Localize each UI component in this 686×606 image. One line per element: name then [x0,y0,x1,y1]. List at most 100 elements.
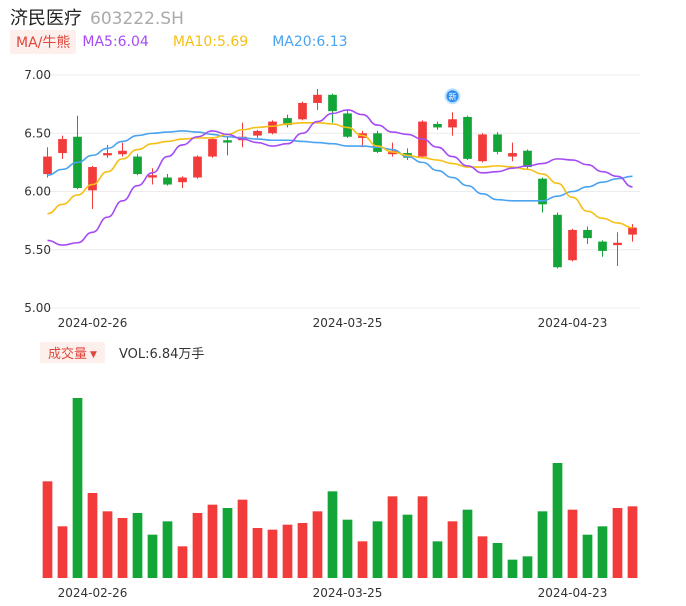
candle-body [448,119,457,128]
candle-body [223,140,232,143]
x-tick-label: 2024-04-23 [538,316,608,330]
volume-bar [387,496,398,578]
candles [43,88,637,269]
volume-bars [42,398,638,578]
volume-bar [567,509,578,578]
volume-bar [57,526,68,578]
volume-bar [447,521,458,578]
volume-bar [72,398,83,578]
candle-body [538,178,547,205]
volume-bar [492,543,503,578]
volume-bar [597,526,608,578]
caret-down-icon: ▼ [90,349,97,360]
new-badge-icon [444,88,461,105]
volume-bar [192,513,203,578]
candle-body [508,153,517,157]
volume-legend: 成交量 ▼ VOL:6.84万手 [40,341,205,363]
ma5-line [47,109,633,246]
volume-x-tick-label: 2024-03-25 [313,586,383,600]
candle-body [163,177,172,185]
title-row: 济民医疗 603222.SH [10,4,184,29]
volume-value: VOL:6.84万手 [118,346,205,362]
volume-bar [237,499,248,578]
volume-bar [462,509,473,578]
volume-bar [297,523,308,578]
volume-x-ticks: 2024-02-26 2024-03-25 2024-04-23 [58,586,608,600]
candle-body [328,94,337,112]
ma-legend: MA/牛熊 MA5:6.04 MA10:5.69 MA20:6.13 [10,30,372,54]
candle-body [118,150,127,155]
candle-body [193,156,202,178]
volume-selector-label: 成交量 [48,346,88,362]
volume-bar [222,508,233,578]
volume-bar [417,496,428,578]
y-tick-label: 6.00 [24,185,51,199]
price-y-ticks: 7.00 6.50 6.00 5.50 5.00 [24,68,51,315]
candle-body [88,167,97,191]
candle-body [208,139,217,157]
candle-body [433,123,442,128]
volume-bar [612,508,623,578]
ma10-line [47,121,633,229]
volume-bar [102,511,113,578]
stock-code: 603222.SH [90,9,184,29]
candle-body [598,241,607,251]
ma20-line [47,130,633,202]
candle-body [568,229,577,261]
x-tick-label: 2024-03-25 [313,316,383,330]
volume-bar [432,541,443,578]
price-x-ticks: 2024-02-26 2024-03-25 2024-04-23 [58,316,608,330]
ma20-label: MA20:6.13 [272,34,348,50]
candle-body [478,134,487,162]
candle-body [103,153,112,156]
volume-x-tick-label: 2024-02-26 [58,586,128,600]
volume-bar [42,481,53,578]
price-grid [40,74,640,309]
candle-body [553,214,562,268]
volume-x-tick-label: 2024-04-23 [538,586,608,600]
volume-bar [522,556,533,578]
volume-bar [552,463,563,578]
volume-bar [357,541,368,578]
candle-body [628,227,637,235]
candle-body [343,113,352,137]
new-badge-text: 新 [449,91,457,101]
ma-lines [47,109,633,246]
candle-body [133,156,142,175]
candle-body [523,150,532,168]
candle-body [463,116,472,159]
candle-body [283,118,292,126]
y-tick-label: 7.00 [24,68,51,82]
ma-mode-selector[interactable]: MA/牛熊 [10,30,77,54]
x-tick-label: 2024-02-26 [58,316,128,330]
volume-bar [117,518,128,578]
candle-body [298,102,307,120]
candle-body [268,121,277,134]
candle-body [178,177,187,183]
volume-bar [327,491,338,578]
candle-body [493,134,502,152]
volume-bar [207,504,218,578]
ma10-label: MA10:5.69 [172,34,249,50]
volume-bar [147,534,158,578]
candle-body [58,139,67,154]
new-marker[interactable]: 新 [444,88,461,105]
volume-bar [582,534,593,578]
volume-indicator-selector[interactable]: 成交量 ▼ [40,341,105,363]
candle-body [613,242,622,246]
volume-bar [132,513,143,578]
volume-bar [537,511,548,578]
stock-name: 济民医疗 [10,8,82,29]
volume-bar [162,521,173,578]
y-tick-label: 6.50 [24,126,51,140]
candle-body [583,229,592,239]
y-tick-label: 5.00 [24,301,51,315]
y-tick-label: 5.50 [24,243,51,257]
volume-bar [372,521,383,578]
volume-bar [402,514,413,578]
candle-body [253,130,262,136]
volume-bar [87,493,98,578]
volume-bar [627,506,638,578]
volume-bar [312,511,323,578]
